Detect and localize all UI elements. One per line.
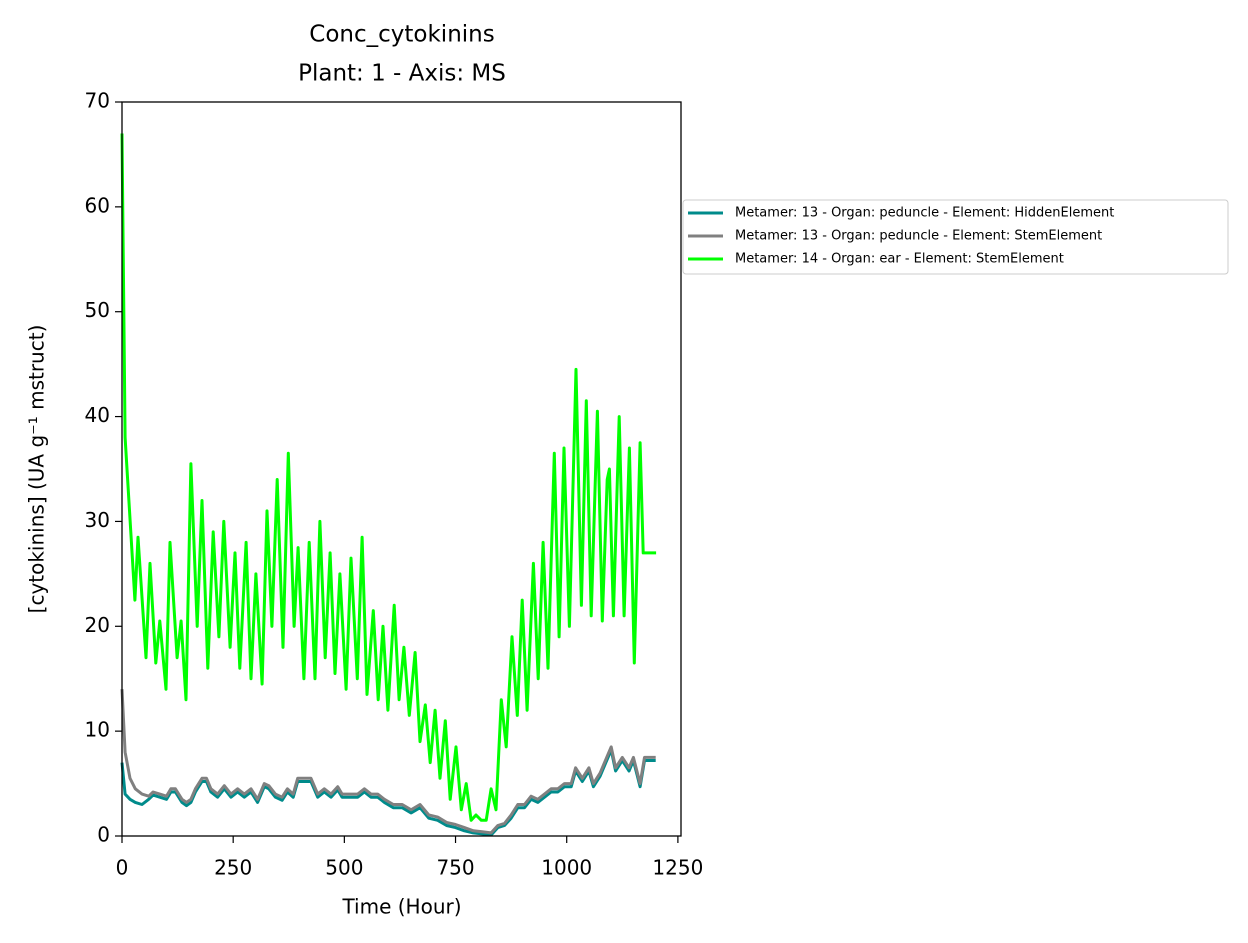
x-tick-label: 1000	[541, 856, 592, 880]
y-tick-label: 40	[85, 403, 110, 427]
x-tick-label: 250	[214, 856, 252, 880]
y-tick-label: 0	[97, 823, 110, 847]
legend-box	[682, 199, 1229, 275]
y-tick-label: 20	[85, 613, 110, 637]
y-tick-label: 30	[85, 508, 110, 532]
x-tick-label: 0	[116, 856, 129, 880]
chart-title: Conc_cytokinins	[309, 22, 494, 48]
legend-label: Metamer: 13 - Organ: peduncle - Element:…	[735, 229, 1102, 244]
data-line	[120, 689, 656, 835]
legend-label: Metamer: 13 - Organ: peduncle - Element:…	[735, 206, 1114, 221]
data-line	[120, 133, 657, 822]
y-tick-label: 10	[85, 718, 110, 742]
legend-label: Metamer: 14 - Organ: ear - Element: Stem…	[735, 252, 1064, 267]
plot-frame	[121, 101, 682, 837]
y-axis-label: [cytokinins] (UA g⁻¹ mstruct)	[25, 325, 49, 614]
x-tick-label: 750	[436, 856, 474, 880]
y-tick-label: 50	[85, 298, 110, 322]
x-axis-label: Time (Hour)	[341, 895, 461, 919]
x-tick-label: 500	[325, 856, 363, 880]
x-tick-label: 1250	[652, 856, 703, 880]
y-tick-label: 70	[85, 89, 110, 113]
chart-subtitle: Plant: 1 - Axis: MS	[298, 61, 506, 87]
y-tick-label: 60	[85, 193, 110, 217]
